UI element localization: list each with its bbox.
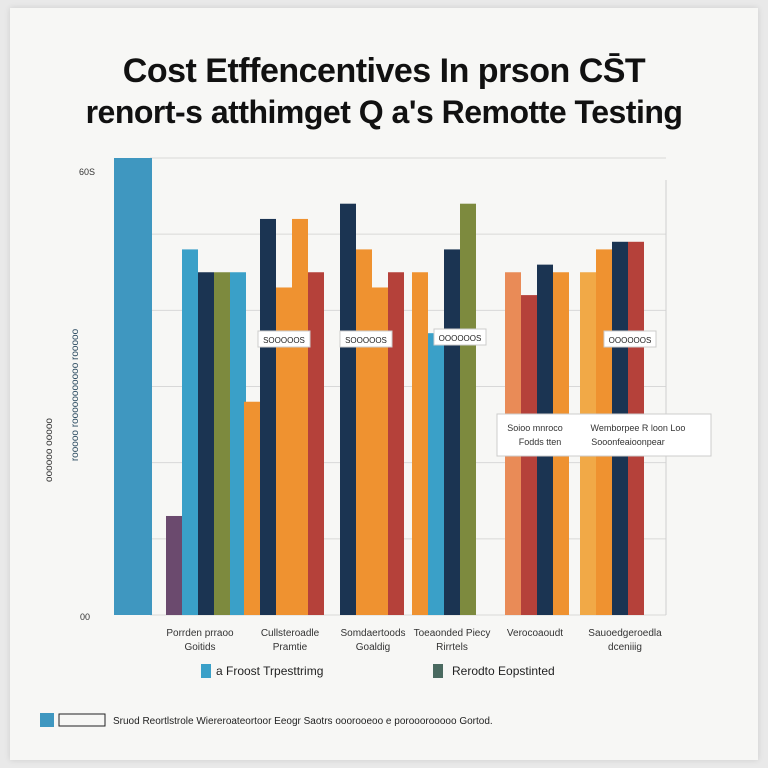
footnote-swatch <box>40 713 54 727</box>
annotation-right-line-1: Wemborpee R loon Loo <box>591 423 686 433</box>
category-label-0: Porrden prraoo <box>166 628 234 639</box>
category-label-4: Verocoaoudt <box>507 628 563 639</box>
footnote-key-box <box>58 713 106 727</box>
y-axis-label: rooooo rooooooooooo rooooo <box>70 328 81 461</box>
category-label-2: Somdaertoods <box>340 628 405 639</box>
data-label-1: SOOOOOS <box>345 336 387 345</box>
bar-g4-0 <box>412 272 428 615</box>
data-label-box-3 <box>603 330 657 348</box>
data-label-2: OOOOOOS <box>439 334 482 343</box>
bar-g2-2 <box>276 287 292 615</box>
footnote-text: Sruod Reortlstrole Wiereroateortoor Eeog… <box>113 716 493 727</box>
bar-g3-2 <box>372 287 388 615</box>
bar-g3-0 <box>340 203 356 615</box>
chart-title-line-1: Cost Etffencentives In prson CS̄T <box>122 52 646 90</box>
category-label-5: Sauoedgeroedla <box>588 628 662 639</box>
bar-g4-2 <box>444 249 460 615</box>
category-label-3: Rirrtels <box>436 642 468 653</box>
bar-g2-4 <box>308 272 324 615</box>
bar-g3-3 <box>388 272 404 615</box>
legend: a Froost Trpesttrimg Rerodto Eopstinted <box>201 664 555 678</box>
annotation-left-line-1: Soioo mnroco <box>507 423 563 433</box>
data-label-box-2 <box>433 328 487 346</box>
bar-g4-3 <box>460 203 476 615</box>
annotation-left-line-2: Fodds tten <box>519 437 562 447</box>
bar-g2-3 <box>292 218 308 615</box>
bar-g2-0 <box>244 401 260 615</box>
legend-swatch-in-person <box>201 664 211 678</box>
category-label-3: Toeaonded Piecy <box>414 628 491 639</box>
data-label-box-1 <box>339 330 393 348</box>
bar-g1-1 <box>182 249 198 615</box>
category-label-1: Pramtie <box>273 642 308 653</box>
annotation-box: Soioo mnroco Fodds tten Wemborpee R loon… <box>496 413 712 457</box>
legend-label-in-person: a Froost Trpesttrimg <box>216 664 323 678</box>
bar-g1-4 <box>230 272 246 615</box>
category-label-1: Cullsteroadle <box>261 628 320 639</box>
bar-g1-2 <box>198 272 214 615</box>
data-label-box-0 <box>257 330 311 348</box>
annotation-right-line-2: Sooonfeaioonpear <box>591 437 665 447</box>
chart-title-line-2: renort-s atthimget Q a's Remotte Testing <box>85 94 683 130</box>
legend-swatch-remote <box>433 664 443 678</box>
bar-g4-1 <box>428 333 444 615</box>
bar-g1-3 <box>214 272 230 615</box>
data-label-0: SOOOOOS <box>263 336 305 345</box>
legend-label-remote: Rerodto Eopstinted <box>452 664 555 678</box>
footnote: Sruod Reortlstrole Wiereroateortoor Eeog… <box>40 713 493 727</box>
category-label-2: Goaldig <box>356 642 390 653</box>
y-axis-label-outer: oooooo ooooo <box>44 418 55 482</box>
category-label-0: Goitids <box>184 642 215 653</box>
y-tick-zero: 00 <box>80 612 90 622</box>
bar-g2-1 <box>260 218 276 615</box>
y-tick-top: 60S <box>79 167 95 177</box>
category-label-5: dceniiig <box>608 642 642 653</box>
bar-g1-0 <box>166 515 182 615</box>
data-label-3: OOOOOOS <box>609 336 652 345</box>
bar-g3-1 <box>356 249 372 615</box>
bar-g0-0 <box>114 158 152 615</box>
